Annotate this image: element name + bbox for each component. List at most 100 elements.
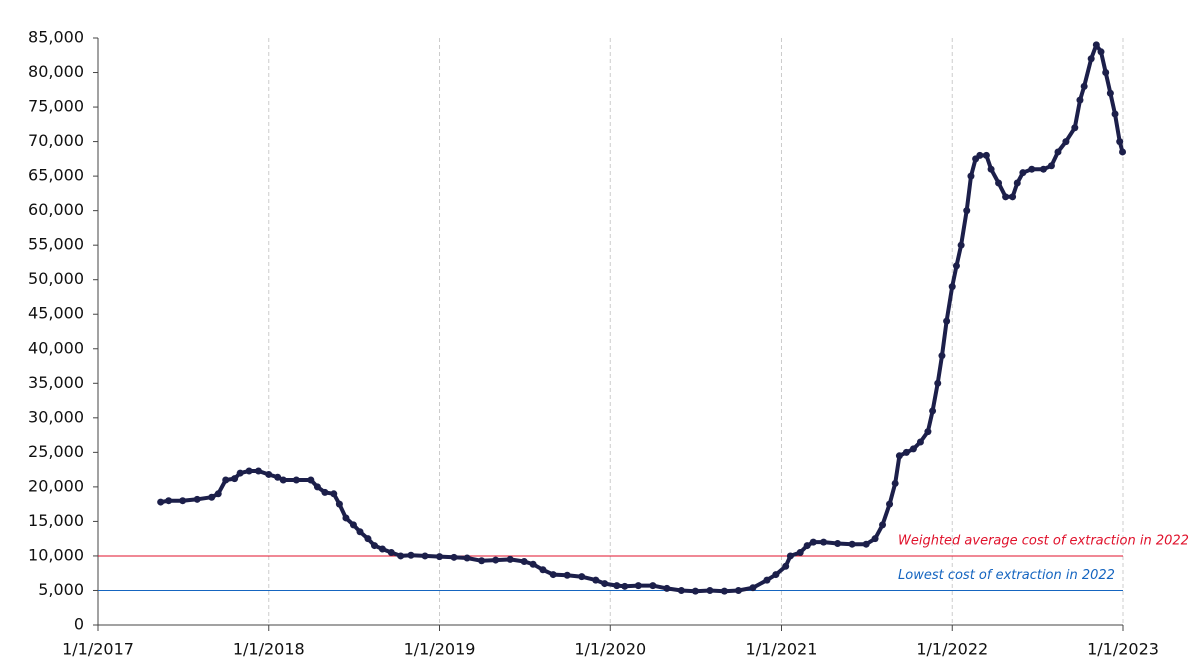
y-tick-label: 60,000 — [28, 200, 84, 219]
data-point — [1047, 162, 1055, 170]
data-point — [1071, 124, 1079, 132]
data-point — [786, 552, 794, 560]
data-point — [236, 469, 244, 477]
data-line — [160, 42, 1125, 594]
data-point — [1028, 165, 1036, 173]
data-point — [871, 535, 879, 543]
data-point — [356, 528, 364, 536]
reference-label: Lowest cost of extraction in 2022 — [898, 568, 1115, 583]
data-point — [563, 571, 571, 579]
y-tick-label: 10,000 — [28, 545, 84, 564]
data-point — [929, 407, 937, 415]
data-point — [407, 551, 415, 559]
data-point — [157, 498, 165, 506]
y-tick-label: 30,000 — [28, 407, 84, 426]
data-point — [749, 584, 757, 592]
y-tick-label: 50,000 — [28, 269, 84, 288]
data-point — [1116, 138, 1124, 146]
data-point — [165, 497, 173, 505]
data-point — [478, 557, 486, 565]
data-point — [378, 545, 386, 553]
data-point — [1119, 148, 1127, 156]
data-point — [592, 576, 600, 584]
y-tick-label: 5,000 — [38, 580, 84, 599]
data-point — [463, 554, 471, 562]
data-point — [948, 283, 956, 291]
data-point — [506, 555, 514, 563]
y-tick-label: 55,000 — [28, 235, 84, 254]
x-tick-label: 1/1/2018 — [233, 640, 305, 659]
data-point — [492, 556, 500, 564]
data-point — [963, 207, 971, 215]
data-point — [706, 586, 714, 594]
data-point — [1002, 193, 1010, 201]
y-tick-label: 75,000 — [28, 97, 84, 116]
data-point — [307, 476, 315, 484]
data-point — [663, 584, 671, 592]
data-point — [879, 521, 887, 529]
data-point — [1054, 148, 1062, 156]
data-point — [987, 165, 995, 173]
y-tick-label: 15,000 — [28, 511, 84, 530]
data-point — [539, 566, 547, 574]
data-point — [957, 241, 965, 249]
data-point — [943, 317, 951, 325]
data-point — [397, 552, 405, 560]
data-point — [613, 582, 621, 590]
data-point — [1039, 165, 1047, 173]
data-point — [902, 448, 910, 456]
x-tick-label: 1/1/2020 — [574, 640, 646, 659]
data-point — [809, 538, 817, 546]
y-tick-label: 85,000 — [28, 28, 84, 47]
data-point — [370, 542, 378, 550]
data-point — [436, 553, 444, 561]
data-point — [335, 500, 343, 508]
data-point — [214, 490, 222, 498]
data-point — [691, 587, 699, 595]
data-point — [245, 467, 253, 475]
data-point — [782, 562, 790, 570]
data-point — [1013, 179, 1021, 187]
data-point — [995, 179, 1003, 187]
data-point — [265, 470, 273, 478]
data-point — [321, 488, 329, 496]
data-point — [649, 582, 657, 590]
data-point — [349, 521, 357, 529]
data-point — [763, 576, 771, 584]
y-tick-label: 80,000 — [28, 62, 84, 81]
data-point — [938, 352, 946, 360]
data-point — [330, 490, 338, 498]
data-point — [387, 548, 395, 556]
data-point — [529, 560, 537, 568]
data-point — [292, 476, 300, 484]
reference-label: Weighted average cost of extraction in 2… — [898, 533, 1189, 548]
y-tick-label: 65,000 — [28, 166, 84, 185]
y-tick-label: 0 — [74, 615, 84, 634]
x-tick-label: 1/1/2019 — [404, 640, 476, 659]
x-tick-label: 1/1/2023 — [1087, 640, 1159, 659]
data-point — [222, 476, 230, 484]
data-point — [772, 571, 780, 579]
data-point — [1111, 110, 1119, 118]
y-tick-label: 70,000 — [28, 131, 84, 150]
data-point — [208, 493, 216, 501]
data-point — [1092, 41, 1100, 49]
data-point — [313, 483, 321, 491]
data-point — [549, 571, 557, 579]
data-point — [895, 452, 903, 460]
data-point — [364, 535, 372, 543]
data-point — [274, 473, 282, 481]
data-point — [342, 514, 350, 522]
data-point — [1009, 193, 1017, 201]
data-point — [848, 540, 856, 548]
data-point — [796, 548, 804, 556]
data-point — [909, 445, 917, 453]
x-tick-label: 1/1/2017 — [62, 640, 134, 659]
data-point — [254, 467, 262, 475]
x-tick-label: 1/1/2022 — [916, 640, 988, 659]
data-point — [834, 540, 842, 548]
data-point — [1019, 169, 1027, 177]
y-tick-label: 25,000 — [28, 442, 84, 461]
data-point — [677, 586, 685, 594]
